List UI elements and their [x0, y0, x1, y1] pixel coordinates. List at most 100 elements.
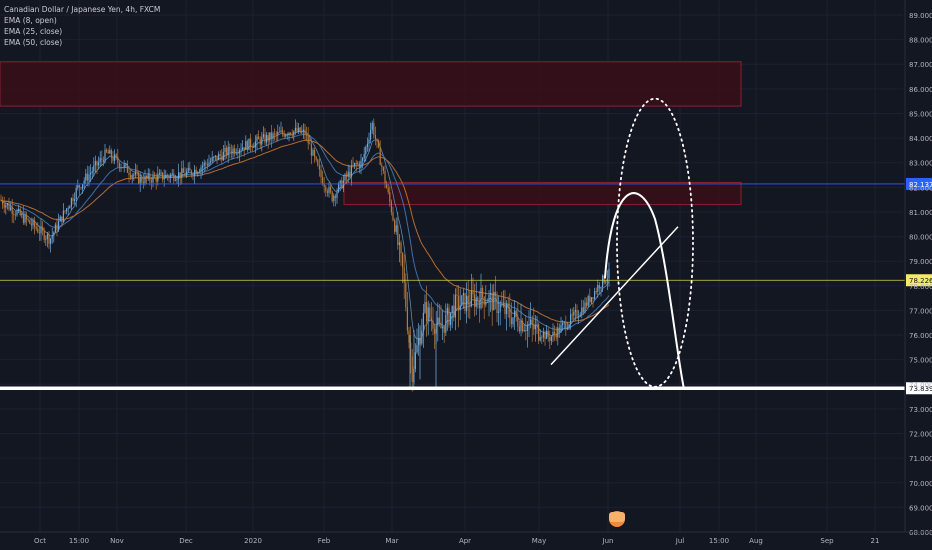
candle-body: [99, 158, 101, 163]
candle-body: [302, 129, 304, 132]
candle-body: [86, 173, 88, 181]
y-tick-label: 87.000: [909, 61, 932, 69]
candle-body: [278, 131, 280, 133]
candle-body: [562, 323, 564, 325]
candle-body: [288, 132, 290, 136]
candle-body: [334, 195, 336, 198]
candle-body: [142, 182, 144, 184]
candle-body: [477, 297, 479, 302]
candle-body: [517, 316, 519, 327]
candle-body: [98, 162, 100, 166]
candle-body: [77, 185, 79, 189]
candle-body: [16, 211, 18, 216]
candle-body: [440, 322, 442, 329]
trendline: [550, 226, 679, 366]
indicator-ema-25[interactable]: EMA (25, close): [4, 27, 63, 36]
candle-body: [150, 180, 152, 183]
candle-body: [469, 304, 471, 306]
candle-body: [110, 150, 112, 158]
candle-body: [242, 147, 244, 150]
candle-body: [571, 314, 573, 316]
supply-zones: [0, 61, 742, 206]
candle-body: [518, 326, 520, 332]
y-tick-label: 72.000: [909, 431, 932, 439]
candle-body: [552, 331, 554, 337]
candle-body: [381, 165, 383, 168]
candle-body: [533, 324, 535, 330]
candle-body: [115, 154, 117, 157]
candle-body: [382, 167, 384, 172]
y-tick-label: 68.000: [909, 529, 932, 537]
candle-body: [346, 174, 348, 177]
price-level-tag: [906, 382, 932, 395]
candle-body: [317, 159, 319, 166]
candle-body: [314, 150, 316, 157]
candle-body: [349, 171, 351, 177]
candle-body: [146, 175, 148, 179]
candle-body: [342, 180, 344, 189]
indicator-ema-50[interactable]: EMA (50, close): [4, 38, 63, 47]
indicator-ema-8[interactable]: EMA (8, open): [4, 16, 57, 25]
candle-body: [294, 127, 296, 132]
candle-body: [592, 297, 594, 299]
candle-body: [488, 294, 490, 303]
price-axis[interactable]: 89.000 88.000 87.000 86.000 85.000 84.000 83.0…: [904, 0, 932, 537]
candle-body: [509, 308, 511, 319]
candle-body: [370, 129, 372, 140]
candle-body: [366, 143, 368, 148]
candle-body: [437, 317, 439, 326]
horizontal-levels[interactable]: 82.137 78.226 73.839: [0, 177, 932, 395]
candle-body: [218, 154, 220, 161]
candle-body: [210, 161, 212, 163]
chart-drawings[interactable]: [550, 97, 694, 390]
candle-body: [534, 324, 536, 330]
chart-legend: Canadian Dollar / Japanese Yen, 4h, FXCM…: [4, 4, 160, 48]
candle-body: [226, 148, 228, 156]
candle-body: [221, 155, 223, 161]
candle-body: [466, 295, 468, 311]
candle-body: [435, 325, 437, 334]
candle-body: [434, 328, 436, 334]
y-tick-label: 69.000: [909, 504, 932, 512]
candle-body: [8, 203, 10, 210]
candle-body: [59, 216, 61, 222]
time-axis[interactable]: Oct 15:00 Nov Dec 2020 Feb Mar Apr May Jun Jul 15:0…: [0, 531, 932, 545]
candle-body: [155, 176, 157, 182]
candle-body: [42, 226, 44, 231]
candle-body: [429, 307, 431, 318]
candle-body: [58, 221, 60, 230]
y-tick-label: 71.000: [909, 455, 932, 463]
candle-body: [357, 163, 359, 165]
candle-body: [550, 336, 552, 341]
candle-body: [11, 207, 13, 215]
candle-body: [397, 225, 399, 245]
candle-body: [547, 330, 549, 337]
candle-body: [102, 159, 104, 163]
candle-body: [358, 163, 360, 168]
symbol-title[interactable]: Canadian Dollar / Japanese Yen, 4h, FXCM: [4, 5, 161, 14]
candle-body: [336, 191, 338, 198]
candle-body: [602, 275, 604, 287]
candle-body: [133, 174, 135, 176]
candle-body: [203, 162, 205, 167]
candle-body: [523, 330, 525, 332]
candle-body: [219, 154, 221, 156]
candle-body: [538, 324, 540, 341]
candle-body: [515, 310, 517, 317]
candle-body: [522, 320, 524, 332]
candle-body: [141, 177, 143, 183]
x-tick-label: Jul: [675, 537, 685, 545]
candle-body: [114, 154, 116, 161]
candle-body: [600, 286, 602, 289]
candle-body: [74, 199, 76, 201]
logo-icon-bar: [609, 512, 625, 522]
candle-body: [75, 188, 77, 200]
candle-body: [85, 173, 87, 181]
candle-body: [128, 172, 130, 176]
candle-body: [576, 310, 578, 317]
candle-body: [450, 312, 452, 325]
candle-body: [470, 290, 472, 306]
candle-body: [270, 132, 272, 139]
candle-body: [259, 139, 261, 145]
